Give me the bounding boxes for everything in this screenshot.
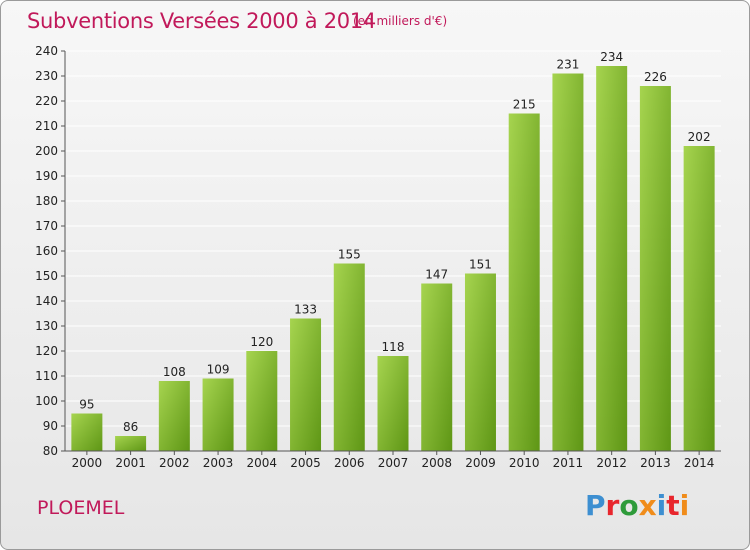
bar-value-label: 147 xyxy=(425,268,448,282)
logo-letter: t xyxy=(666,489,680,522)
proxiti-logo[interactable]: Proxiti xyxy=(585,489,689,522)
x-tick-label: 2007 xyxy=(378,456,409,470)
logo-letter: o xyxy=(619,489,639,522)
bar-2008 xyxy=(421,283,453,451)
y-tick-label: 110 xyxy=(35,369,58,383)
logo-letter: r xyxy=(605,489,620,522)
logo-letter: x xyxy=(638,489,657,522)
logo-letter: i xyxy=(679,489,690,522)
bars xyxy=(71,66,715,451)
y-tick-label: 240 xyxy=(35,44,58,58)
x-tick-label: 2003 xyxy=(203,456,234,470)
bar-2005 xyxy=(290,318,322,451)
y-tick-label: 210 xyxy=(35,119,58,133)
y-axis: 80 90 100 110 120 130 140 150 160 170 180 190 200 210… xyxy=(35,44,66,458)
logo-letter: P xyxy=(585,489,606,522)
y-tick-label: 140 xyxy=(35,294,58,308)
bar-2000 xyxy=(71,413,103,451)
bar-2003 xyxy=(202,378,234,451)
bar-value-label: 108 xyxy=(163,365,186,379)
y-tick-label: 190 xyxy=(35,169,58,183)
bar-2011 xyxy=(552,73,584,451)
x-tick-label: 2013 xyxy=(640,456,671,470)
y-tick-label: 170 xyxy=(35,219,58,233)
bar-value-label: 120 xyxy=(250,335,273,349)
x-tick-label: 2000 xyxy=(72,456,103,470)
bar-2013 xyxy=(639,86,671,451)
x-tick-label: 2001 xyxy=(115,456,146,470)
bar-value-label: 226 xyxy=(644,70,667,84)
bar-value-label: 95 xyxy=(79,398,94,412)
x-tick-label: 2009 xyxy=(465,456,496,470)
y-tick-label: 200 xyxy=(35,144,58,158)
bar-value-label: 155 xyxy=(338,248,361,262)
bar-value-label: 202 xyxy=(688,130,711,144)
bar-2014 xyxy=(683,146,715,451)
x-tick-label: 2012 xyxy=(596,456,627,470)
y-tick-label: 120 xyxy=(35,344,58,358)
x-tick-label: 2014 xyxy=(684,456,715,470)
bar-2001 xyxy=(115,436,147,451)
y-tick-label: 180 xyxy=(35,194,58,208)
bar-2006 xyxy=(333,263,365,451)
bar-value-label: 109 xyxy=(207,363,230,377)
x-axis: 2000 2001 2002 2003 2004 2005 2006 2007 2008 2009… xyxy=(65,450,721,470)
bar-value-label: 215 xyxy=(513,98,536,112)
x-tick-label: 2011 xyxy=(553,456,584,470)
bar-2004 xyxy=(246,351,278,451)
x-tick-label: 2005 xyxy=(290,456,321,470)
bar-value-label: 234 xyxy=(600,50,623,64)
bar-2002 xyxy=(158,381,190,451)
bar-2009 xyxy=(464,273,496,451)
city-name: PLOEMEL xyxy=(37,497,125,519)
bar-value-label: 86 xyxy=(123,420,138,434)
bar-value-label: 151 xyxy=(469,258,492,272)
x-tick-label: 2004 xyxy=(247,456,278,470)
bar-value-label: 231 xyxy=(556,58,579,72)
x-tick-label: 2006 xyxy=(334,456,365,470)
bar-2010 xyxy=(508,113,540,451)
logo-letter: i xyxy=(656,489,667,522)
x-tick-label: 2010 xyxy=(509,456,540,470)
bar-value-label: 118 xyxy=(382,340,405,354)
y-tick-label: 90 xyxy=(43,419,58,433)
x-tick-label: 2002 xyxy=(159,456,190,470)
y-tick-label: 230 xyxy=(35,69,58,83)
y-tick-label: 150 xyxy=(35,269,58,283)
data-labels: 95 86 108 109 120 133 155 118 147 151 215 231 234 226… xyxy=(79,50,710,434)
bar-value-label: 133 xyxy=(294,303,317,317)
chart-subtitle: (en milliers d'€) xyxy=(353,14,448,28)
bar-2012 xyxy=(596,66,628,451)
bar-2007 xyxy=(377,356,409,451)
y-tick-label: 130 xyxy=(35,319,58,333)
y-tick-label: 100 xyxy=(35,394,58,408)
y-tick-label: 220 xyxy=(35,94,58,108)
y-tick-label: 160 xyxy=(35,244,58,258)
y-tick-label: 80 xyxy=(43,444,58,458)
chart-title: Subventions Versées 2000 à 2014 xyxy=(27,9,376,33)
bar-chart: 8090100110120130140150160170180190200210… xyxy=(35,44,721,470)
x-tick-label: 2008 xyxy=(421,456,452,470)
